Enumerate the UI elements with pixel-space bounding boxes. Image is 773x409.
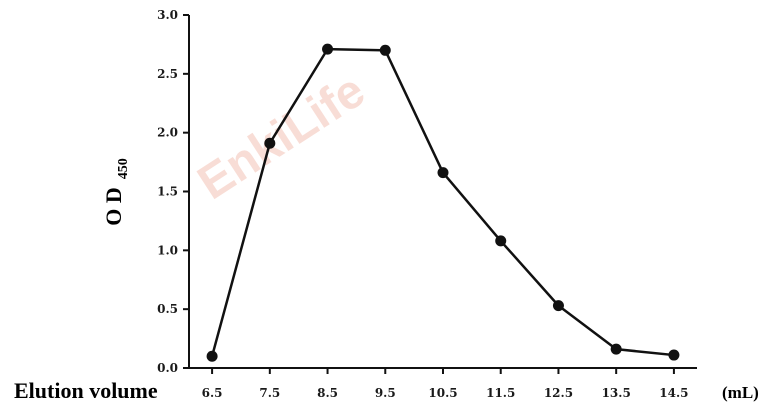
x-tick-label: 7.5 bbox=[259, 386, 280, 400]
data-point bbox=[668, 349, 680, 361]
y-tick-label: 1.0 bbox=[157, 243, 178, 257]
data-point bbox=[552, 300, 564, 312]
watermark-text: EnkiLife bbox=[189, 64, 374, 210]
data-point bbox=[437, 167, 449, 179]
x-tick-label: 12.5 bbox=[544, 386, 573, 400]
series-points bbox=[206, 43, 680, 362]
data-point bbox=[610, 343, 622, 355]
data-point bbox=[322, 43, 334, 55]
data-point bbox=[206, 350, 218, 362]
x-axis-unit: (mL) bbox=[722, 383, 759, 402]
x-tick-label: 11.5 bbox=[486, 386, 515, 400]
y-tick-label: 2.0 bbox=[157, 126, 178, 140]
y-axis-label: O D 450 bbox=[101, 158, 131, 226]
y-tick-label: 0.5 bbox=[157, 302, 178, 316]
x-tick-label: 14.5 bbox=[659, 386, 688, 400]
y-tick-label: 3.0 bbox=[157, 8, 178, 22]
x-tick-label: 13.5 bbox=[602, 386, 631, 400]
y-axis-label-main: O D bbox=[101, 187, 126, 226]
y-axis-label-subscript: 450 bbox=[116, 158, 131, 179]
svg-text:O D 450: O D 450 bbox=[101, 158, 131, 226]
x-tick-label: 6.5 bbox=[202, 386, 223, 400]
y-tick-label: 2.5 bbox=[157, 67, 178, 81]
series-line bbox=[210, 47, 675, 357]
x-tick-label: 9.5 bbox=[375, 386, 396, 400]
x-axis-label: Elution volume bbox=[14, 378, 158, 403]
data-point bbox=[379, 44, 391, 56]
x-tick-label: 8.5 bbox=[317, 386, 338, 400]
y-ticks: 0.0 0.5 1.0 1.5 2.0 2.5 3.0 bbox=[157, 8, 189, 375]
y-tick-label: 1.5 bbox=[157, 185, 178, 199]
x-tick-label: 10.5 bbox=[428, 386, 457, 400]
data-point bbox=[495, 235, 507, 247]
x-ticks: 6.5 7.5 8.5 9.5 10.5 11.5 12.5 13.5 14.5 bbox=[202, 368, 689, 400]
y-tick-label: 0.0 bbox=[157, 361, 178, 375]
data-point bbox=[264, 137, 276, 149]
watermark: EnkiLife bbox=[189, 64, 374, 210]
